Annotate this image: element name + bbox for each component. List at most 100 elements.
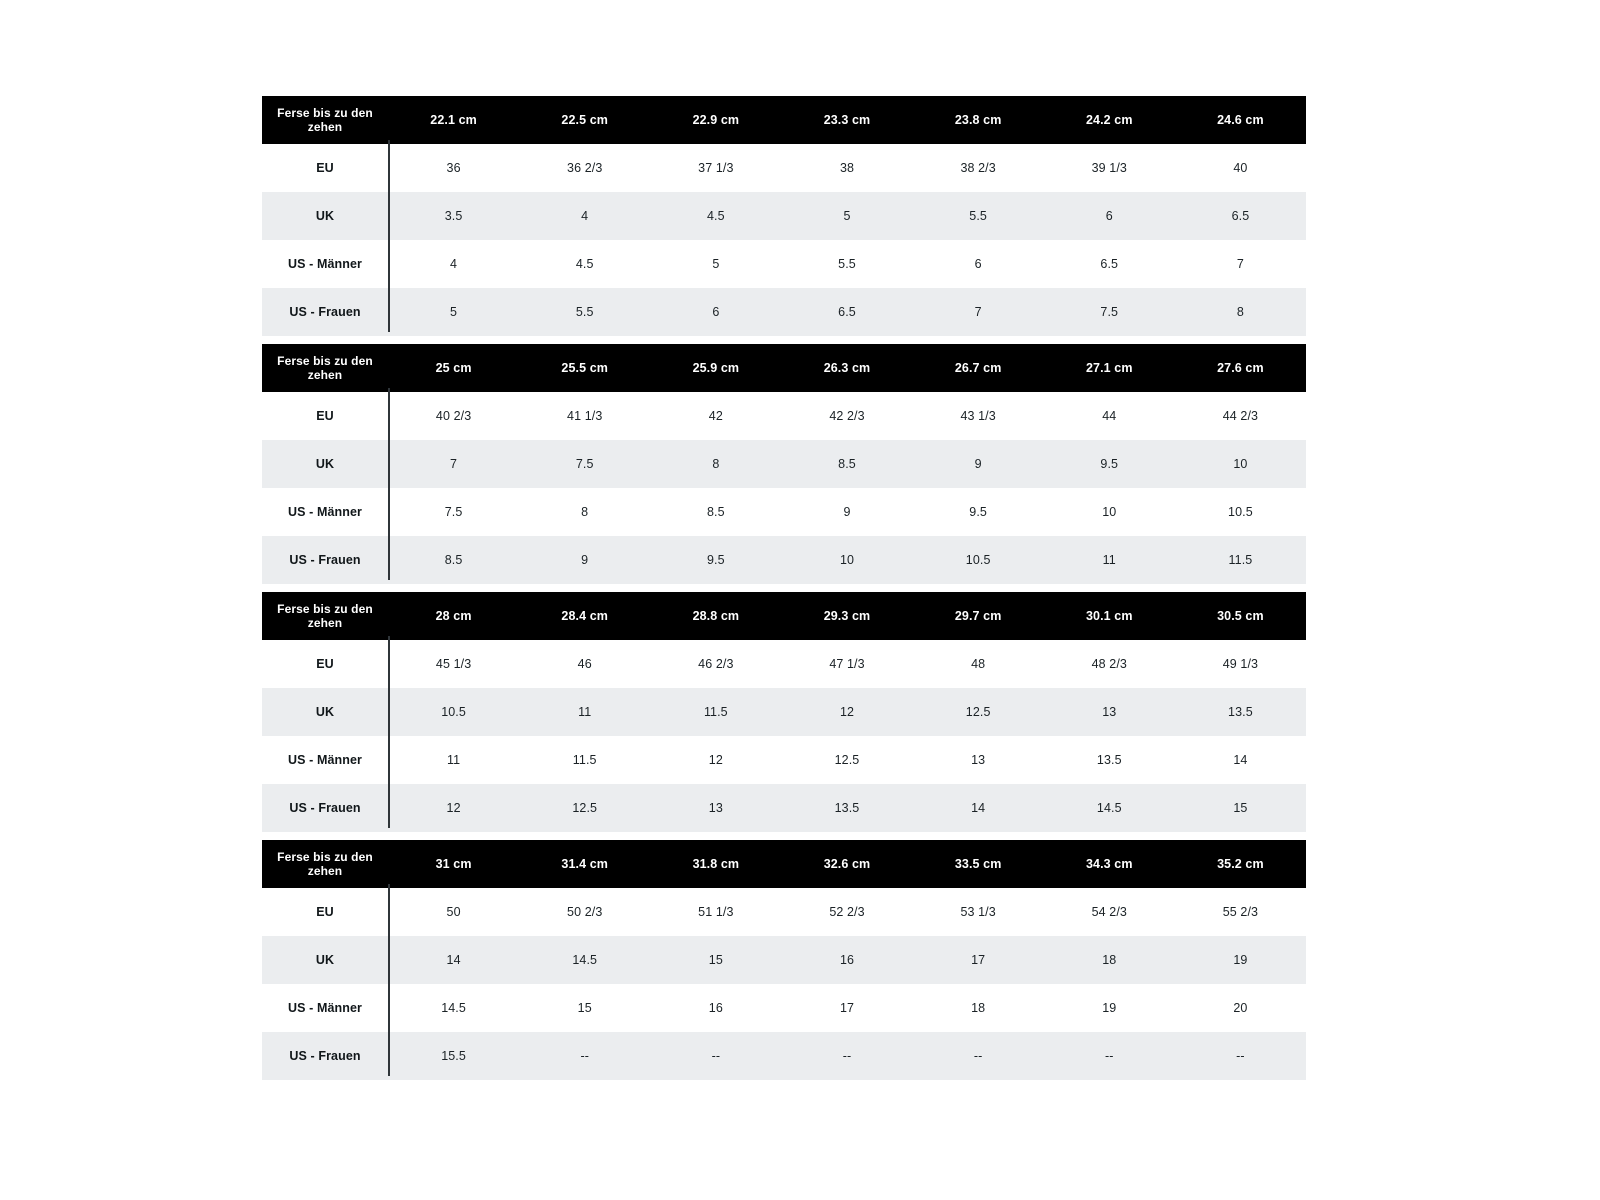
header-length-cm: 23.3 cm (781, 96, 913, 144)
size-cell: 50 2/3 (567, 905, 603, 919)
size-cell: 18 (971, 1001, 986, 1015)
size-cell: 5 (450, 305, 458, 319)
size-cell: 12.5 (834, 753, 860, 767)
size-cell: 18 (1102, 953, 1117, 967)
size-cell: 46 (577, 657, 592, 671)
table-row: US - Männer 14.5 15 16 17 18 19 20 (262, 984, 1306, 1032)
row-label: US - Männer (287, 1001, 363, 1015)
size-cell: 43 1/3 (960, 409, 996, 423)
size-cell: 46 2/3 (698, 657, 734, 671)
size-cell: 5.5 (575, 305, 594, 319)
size-cell: 6.5 (1231, 209, 1250, 223)
size-cell: 4 (581, 209, 589, 223)
size-cell: -- (973, 1049, 983, 1063)
size-cell: 38 (839, 161, 855, 175)
size-cell: 9 (581, 553, 589, 567)
size-cell: 13 (708, 801, 723, 815)
size-cell: 14 (1233, 753, 1248, 767)
row-label: UK (315, 209, 335, 223)
size-cell: 13 (971, 753, 986, 767)
header-length-cm: 22.9 cm (650, 96, 782, 144)
size-table-block: Ferse bis zu den zehen 31 cm 31.4 cm 31.8 c… (262, 840, 1306, 1080)
header-length-cm: 33.5 cm (912, 840, 1044, 888)
header-length-cm: 35.2 cm (1174, 840, 1306, 888)
header-length-cm: 25 cm (388, 344, 520, 392)
size-cell: 42 2/3 (829, 409, 865, 423)
size-cell: 4 (450, 257, 458, 271)
size-cell: 9 (974, 457, 982, 471)
size-cell: 6 (1105, 209, 1113, 223)
size-cell: 8.5 (444, 553, 463, 567)
size-cell: 38 2/3 (960, 161, 996, 175)
size-cell: 16 (708, 1001, 723, 1015)
size-cell: 14.5 (572, 953, 598, 967)
table-row: US - Männer 7.5 8 8.5 9 9.5 10 10.5 (262, 488, 1306, 536)
size-cell: 5 (843, 209, 851, 223)
size-cell: 45 1/3 (435, 657, 472, 671)
size-cell: 12 (839, 705, 855, 719)
row-label: US - Männer (287, 753, 363, 767)
header-length-cm: 24.2 cm (1043, 96, 1175, 144)
size-table-block: Ferse bis zu den zehen 28 cm 28.4 cm 28.8 c… (262, 592, 1306, 832)
size-cell: 11 (1102, 553, 1116, 567)
size-cell: 10.5 (965, 553, 991, 567)
row-label: EU (316, 905, 334, 919)
size-cell: 5.5 (838, 257, 856, 271)
header-length-cm: 22.1 cm (388, 96, 520, 144)
size-cell: 10.5 (441, 705, 466, 719)
table-row: US - Frauen 5 5.5 6 6.5 7 7.5 8 (262, 288, 1306, 336)
size-cell: 44 (1102, 409, 1117, 423)
row-label: US - Männer (287, 505, 363, 519)
size-cell: 11.5 (1228, 553, 1253, 567)
size-cell: -- (580, 1049, 589, 1063)
header-length-cm: 28.4 cm (519, 592, 651, 640)
row-label: US - Männer (287, 257, 363, 271)
row-label: UK (315, 457, 335, 471)
size-cell: -- (711, 1049, 721, 1063)
size-cell: 19 (1102, 1001, 1117, 1015)
size-cell: 40 2/3 (435, 409, 472, 423)
size-cell: 8 (712, 457, 720, 471)
size-cell: 7 (1236, 257, 1244, 271)
header-length-cm: 31.8 cm (650, 840, 782, 888)
header-length-cm: 24.6 cm (1174, 96, 1306, 144)
size-cell: 10.5 (1228, 505, 1253, 519)
header-length-cm: 29.7 cm (912, 592, 1044, 640)
size-cell: 8.5 (838, 457, 856, 471)
size-cell: 50 (446, 905, 461, 919)
size-cell: 11 (446, 753, 461, 767)
size-cell: 15.5 (441, 1049, 466, 1063)
table-row: US - Frauen 15.5 -- -- -- -- -- -- (262, 1032, 1306, 1080)
size-table: Ferse bis zu den zehen 31 cm 31.4 cm 31.8 c… (262, 840, 1306, 1080)
size-cell: 9.5 (707, 553, 725, 567)
size-cell: 14 (446, 953, 461, 967)
size-cell: 12.5 (965, 705, 991, 719)
size-cell: 7.5 (444, 505, 463, 519)
header-length-cm: 32.6 cm (781, 840, 913, 888)
size-cell: 11.5 (572, 753, 597, 767)
table-row: US - Männer 11 11.5 12 12.5 13 13.5 14 (262, 736, 1306, 784)
size-cell: 5 (712, 257, 720, 271)
size-cell: 52 2/3 (829, 905, 865, 919)
table-header-row: Ferse bis zu den zehen 22.1 cm 22.5 cm 22.9… (262, 96, 1306, 144)
size-table-block: Ferse bis zu den zehen 25 cm 25.5 cm 25.9 c… (262, 344, 1306, 584)
header-measurement-label: Ferse bis zu den zehen (262, 840, 388, 888)
header-measurement-label: Ferse bis zu den zehen (262, 592, 388, 640)
size-cell: 11 (578, 705, 592, 719)
header-length-cm: 22.5 cm (519, 96, 651, 144)
size-table: Ferse bis zu den zehen 25 cm 25.5 cm 25.9 c… (262, 344, 1306, 584)
size-cell: 7 (974, 305, 982, 319)
table-row: US - Männer 4 4.5 5 5.5 6 6.5 7 (262, 240, 1306, 288)
size-cell: 5.5 (969, 209, 987, 223)
size-cell: 55 2/3 (1222, 905, 1259, 919)
size-cell: 48 (971, 657, 986, 671)
size-cell: 41 1/3 (567, 409, 603, 423)
table-row: UK 10.5 11 11.5 12 12.5 13 13.5 (262, 688, 1306, 736)
size-cell: 6.5 (838, 305, 856, 319)
table-header-row: Ferse bis zu den zehen 25 cm 25.5 cm 25.9 c… (262, 344, 1306, 392)
table-row: EU 40 2/3 41 1/3 42 42 2/3 43 1/3 44 44 2/3 (262, 392, 1306, 440)
row-label: UK (315, 953, 335, 967)
header-length-cm: 29.3 cm (781, 592, 913, 640)
header-length-cm: 26.7 cm (912, 344, 1044, 392)
size-cell: 9.5 (1100, 457, 1119, 471)
